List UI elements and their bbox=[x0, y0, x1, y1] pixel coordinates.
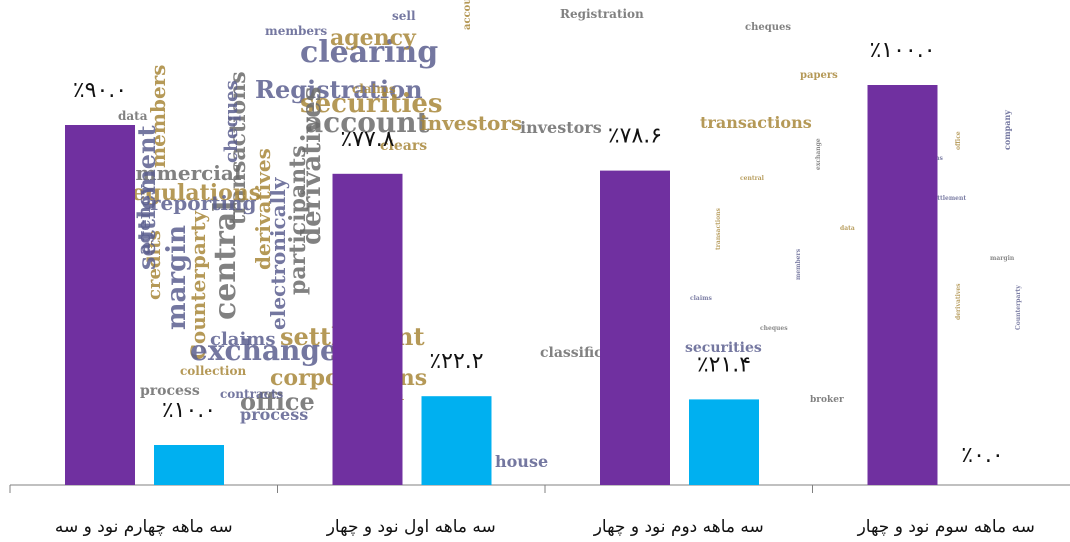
bar-series-2 bbox=[689, 399, 759, 485]
word-cloud-word: investors bbox=[420, 111, 522, 135]
word-cloud-word: cheques bbox=[760, 325, 788, 332]
word-cloud-word: contracts bbox=[220, 387, 284, 401]
word-cloud-word: agency bbox=[134, 184, 155, 255]
data-label: ٪۰.۰ bbox=[961, 443, 1003, 468]
data-label: ٪۷۸.۶ bbox=[608, 124, 662, 149]
category-label: سه ماهه اول نود و چهار bbox=[326, 517, 496, 537]
word-cloud-word: Registration bbox=[255, 75, 423, 104]
category-label: سه ماهه سوم نود و چهار bbox=[857, 517, 1035, 537]
data-label: ٪۲۱.۴ bbox=[697, 352, 751, 377]
word-cloud-word: margin bbox=[162, 225, 192, 330]
data-label: ٪۹۰.۰ bbox=[73, 78, 127, 103]
word-cloud-word: transactions bbox=[715, 207, 722, 250]
word-cloud-word: investors bbox=[520, 118, 602, 137]
word-cloud-word: derivatives bbox=[955, 283, 962, 320]
bar-series-1 bbox=[600, 170, 670, 485]
word-cloud-word: securities bbox=[685, 340, 762, 356]
word-cloud-word: participants bbox=[285, 145, 311, 295]
word-cloud-word: process bbox=[240, 405, 308, 424]
word-cloud-word: company bbox=[1002, 110, 1012, 150]
word-cloud-word: house bbox=[495, 452, 548, 471]
word-cloud-word: members bbox=[146, 64, 170, 168]
word-cloud-word: Registration bbox=[560, 7, 644, 21]
bar-series-1 bbox=[65, 125, 135, 485]
word-cloud-word: cheques bbox=[221, 80, 242, 163]
word-cloud-word: account bbox=[305, 106, 430, 139]
word-cloud-word: Counterparty bbox=[1015, 285, 1022, 330]
word-cloud-word: settlement bbox=[132, 125, 161, 270]
data-label: ٪۲۲.۲ bbox=[429, 349, 483, 374]
word-cloud-word: Counterparty bbox=[186, 209, 210, 360]
word-cloud-word: settlement bbox=[930, 195, 966, 202]
word-cloud-word: electronically bbox=[266, 176, 290, 330]
bar-series-2 bbox=[421, 396, 492, 485]
word-cloud-word: regulations bbox=[120, 180, 261, 206]
data-label: ٪۷۷.۸ bbox=[340, 127, 394, 152]
word-cloud-word: clearing bbox=[300, 35, 438, 70]
word-cloud-word: derivatives bbox=[297, 87, 327, 245]
bar-series-1 bbox=[332, 173, 403, 486]
word-cloud-word: account bbox=[462, 0, 473, 30]
word-cloud-word: members bbox=[795, 248, 802, 280]
word-cloud-word: margin bbox=[990, 255, 1015, 262]
bar-series-1 bbox=[867, 85, 938, 485]
word-cloud-word: claims bbox=[210, 329, 275, 350]
word-cloud-word: agency bbox=[330, 25, 417, 51]
word-cloud-word: derivatives bbox=[251, 148, 275, 270]
word-cloud-word: office bbox=[240, 387, 315, 416]
word-cloud-word: transactions bbox=[700, 113, 812, 132]
category-label: سه ماهه دوم نود و چهار bbox=[593, 517, 764, 537]
word-cloud-word: claims bbox=[352, 82, 396, 96]
word-cloud-word: claims bbox=[690, 295, 712, 302]
data-label: ٪۱۰۰.۰ bbox=[869, 38, 935, 63]
word-cloud-word: office bbox=[955, 131, 962, 150]
word-cloud-word: process bbox=[140, 383, 200, 399]
word-cloud-word: papers bbox=[800, 70, 838, 81]
word-cloud-word: clears bbox=[380, 138, 427, 154]
word-cloud-word: sell bbox=[392, 9, 416, 23]
word-cloud-word: cheques bbox=[745, 22, 791, 33]
word-cloud-word: securities bbox=[300, 89, 443, 119]
word-cloud-word: data bbox=[118, 109, 148, 123]
word-cloud-word: exchange bbox=[190, 334, 338, 367]
word-cloud-word: broker bbox=[810, 395, 844, 405]
word-cloud-word: collection bbox=[180, 364, 246, 378]
data-label: ٪۱۰.۰ bbox=[162, 398, 216, 423]
bar-series-2 bbox=[154, 445, 224, 485]
word-cloud-word: central bbox=[208, 200, 243, 320]
word-cloud-word: members bbox=[265, 24, 327, 38]
word-cloud-word: data bbox=[840, 225, 855, 232]
word-cloud-word: reporting bbox=[150, 191, 257, 215]
word-cloud-word: exchange bbox=[815, 138, 822, 170]
word-cloud-word: credits bbox=[144, 230, 165, 300]
word-cloud-word: transactions bbox=[225, 71, 251, 225]
category-label: سه ماهه چهارم نود و سه bbox=[55, 517, 233, 537]
word-cloud-word: central bbox=[740, 175, 765, 182]
